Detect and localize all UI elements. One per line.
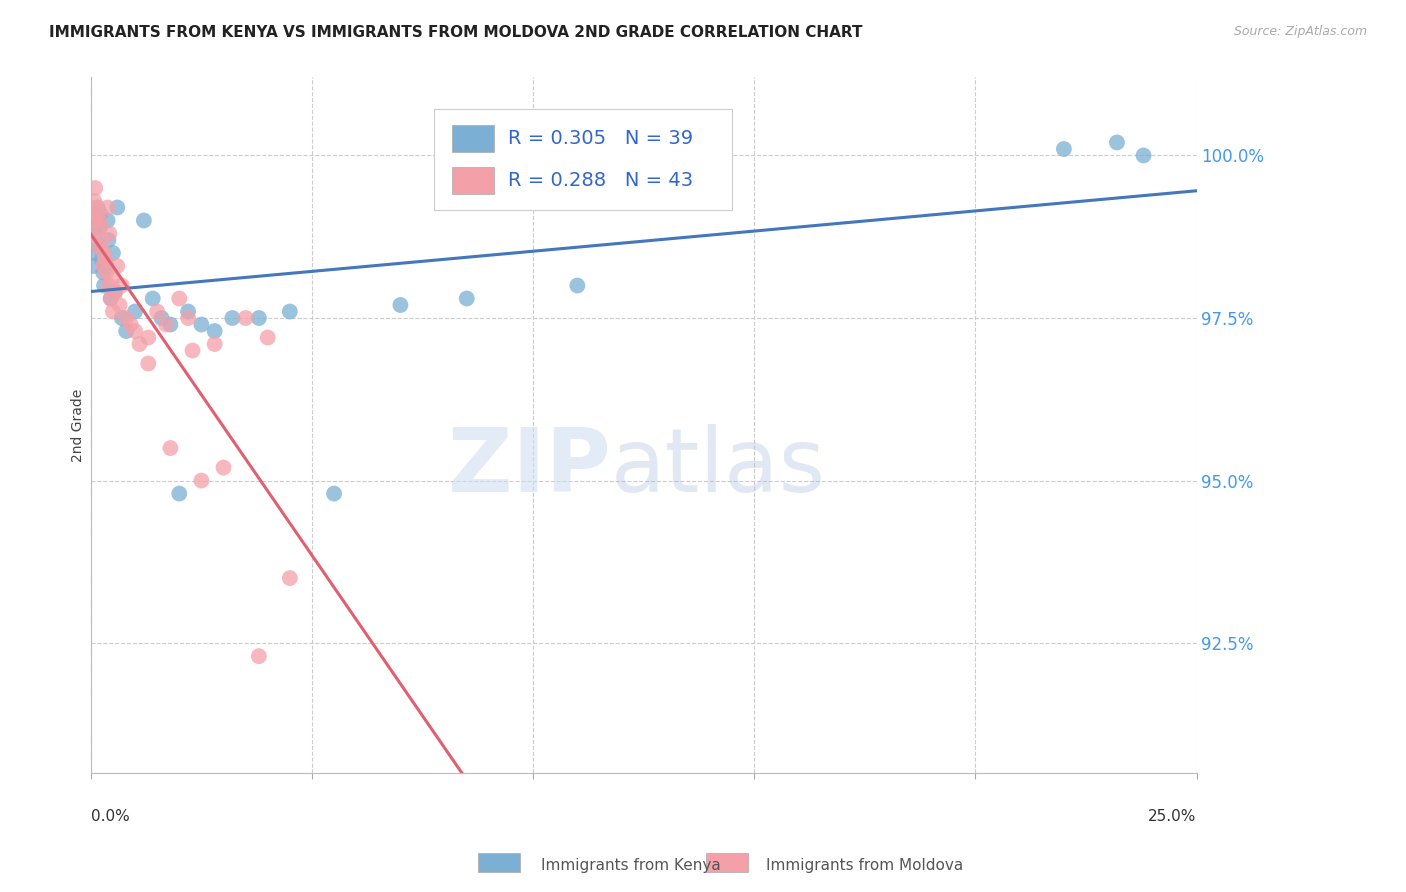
- Bar: [453, 126, 495, 152]
- Point: [89, 219, 111, 234]
- Point: [83, 194, 105, 208]
- Point: [177, 304, 200, 318]
- Point: [278, 571, 301, 585]
- Text: 25.0%: 25.0%: [1149, 809, 1197, 824]
- Point: [1053, 142, 1076, 156]
- Point: [120, 318, 142, 332]
- Point: [82, 213, 104, 227]
- Point: [84, 227, 107, 241]
- Point: [256, 330, 278, 344]
- Point: [90, 233, 112, 247]
- Point: [98, 227, 121, 241]
- Point: [456, 292, 478, 306]
- Point: [87, 239, 110, 253]
- Point: [167, 292, 190, 306]
- Point: [105, 201, 128, 215]
- FancyBboxPatch shape: [433, 109, 733, 210]
- Point: [91, 265, 114, 279]
- Point: [96, 259, 118, 273]
- Point: [247, 649, 270, 664]
- Point: [91, 259, 114, 273]
- Point: [204, 324, 226, 338]
- Bar: [478, 853, 520, 872]
- Point: [82, 227, 104, 241]
- Point: [104, 285, 127, 299]
- Text: atlas: atlas: [610, 424, 825, 510]
- Point: [86, 201, 108, 215]
- Text: IMMIGRANTS FROM KENYA VS IMMIGRANTS FROM MOLDOVA 2ND GRADE CORRELATION CHART: IMMIGRANTS FROM KENYA VS IMMIGRANTS FROM…: [49, 25, 863, 40]
- Point: [167, 486, 190, 500]
- Point: [142, 292, 165, 306]
- Text: Immigrants from Kenya: Immigrants from Kenya: [541, 858, 721, 872]
- Point: [323, 486, 346, 500]
- Point: [150, 311, 173, 326]
- Point: [89, 213, 111, 227]
- Point: [567, 278, 589, 293]
- Point: [100, 292, 122, 306]
- Point: [84, 213, 107, 227]
- Point: [124, 324, 146, 338]
- Point: [97, 278, 120, 293]
- Text: Source: ZipAtlas.com: Source: ZipAtlas.com: [1233, 25, 1367, 38]
- Point: [111, 278, 134, 293]
- Point: [115, 311, 138, 326]
- Point: [235, 311, 257, 326]
- Point: [177, 311, 200, 326]
- Point: [1132, 148, 1154, 162]
- Point: [97, 201, 120, 215]
- Point: [159, 318, 181, 332]
- Point: [128, 337, 150, 351]
- Point: [108, 298, 131, 312]
- Point: [247, 311, 270, 326]
- Point: [84, 201, 107, 215]
- Point: [389, 298, 412, 312]
- Point: [159, 441, 181, 455]
- Point: [212, 460, 235, 475]
- Point: [101, 246, 124, 260]
- Point: [136, 357, 159, 371]
- Point: [181, 343, 204, 358]
- Point: [86, 207, 108, 221]
- Point: [146, 304, 169, 318]
- Bar: [453, 167, 495, 194]
- Point: [101, 272, 124, 286]
- Point: [132, 213, 155, 227]
- Point: [89, 207, 111, 221]
- Point: [155, 318, 177, 332]
- Point: [105, 259, 128, 273]
- Point: [82, 259, 104, 273]
- Point: [190, 318, 212, 332]
- Point: [104, 285, 127, 299]
- Point: [84, 181, 107, 195]
- Point: [221, 311, 243, 326]
- Point: [93, 246, 115, 260]
- Point: [136, 330, 159, 344]
- Point: [190, 474, 212, 488]
- Point: [278, 304, 301, 318]
- Point: [87, 239, 110, 253]
- Point: [89, 219, 111, 234]
- Point: [94, 252, 117, 267]
- Point: [97, 233, 120, 247]
- Y-axis label: 2nd Grade: 2nd Grade: [72, 389, 86, 462]
- Point: [96, 265, 118, 279]
- Point: [115, 324, 138, 338]
- Point: [124, 304, 146, 318]
- Text: ZIP: ZIP: [447, 424, 610, 510]
- Point: [100, 292, 122, 306]
- Text: 0.0%: 0.0%: [91, 809, 129, 824]
- Bar: [706, 853, 748, 872]
- Point: [90, 252, 112, 267]
- Text: R = 0.305   N = 39: R = 0.305 N = 39: [508, 129, 693, 148]
- Text: R = 0.288   N = 43: R = 0.288 N = 43: [508, 171, 693, 190]
- Point: [204, 337, 226, 351]
- Text: Immigrants from Moldova: Immigrants from Moldova: [766, 858, 963, 872]
- Point: [93, 278, 115, 293]
- Point: [97, 213, 120, 227]
- Point: [1105, 136, 1128, 150]
- Point: [101, 304, 124, 318]
- Point: [111, 311, 134, 326]
- Point: [83, 246, 105, 260]
